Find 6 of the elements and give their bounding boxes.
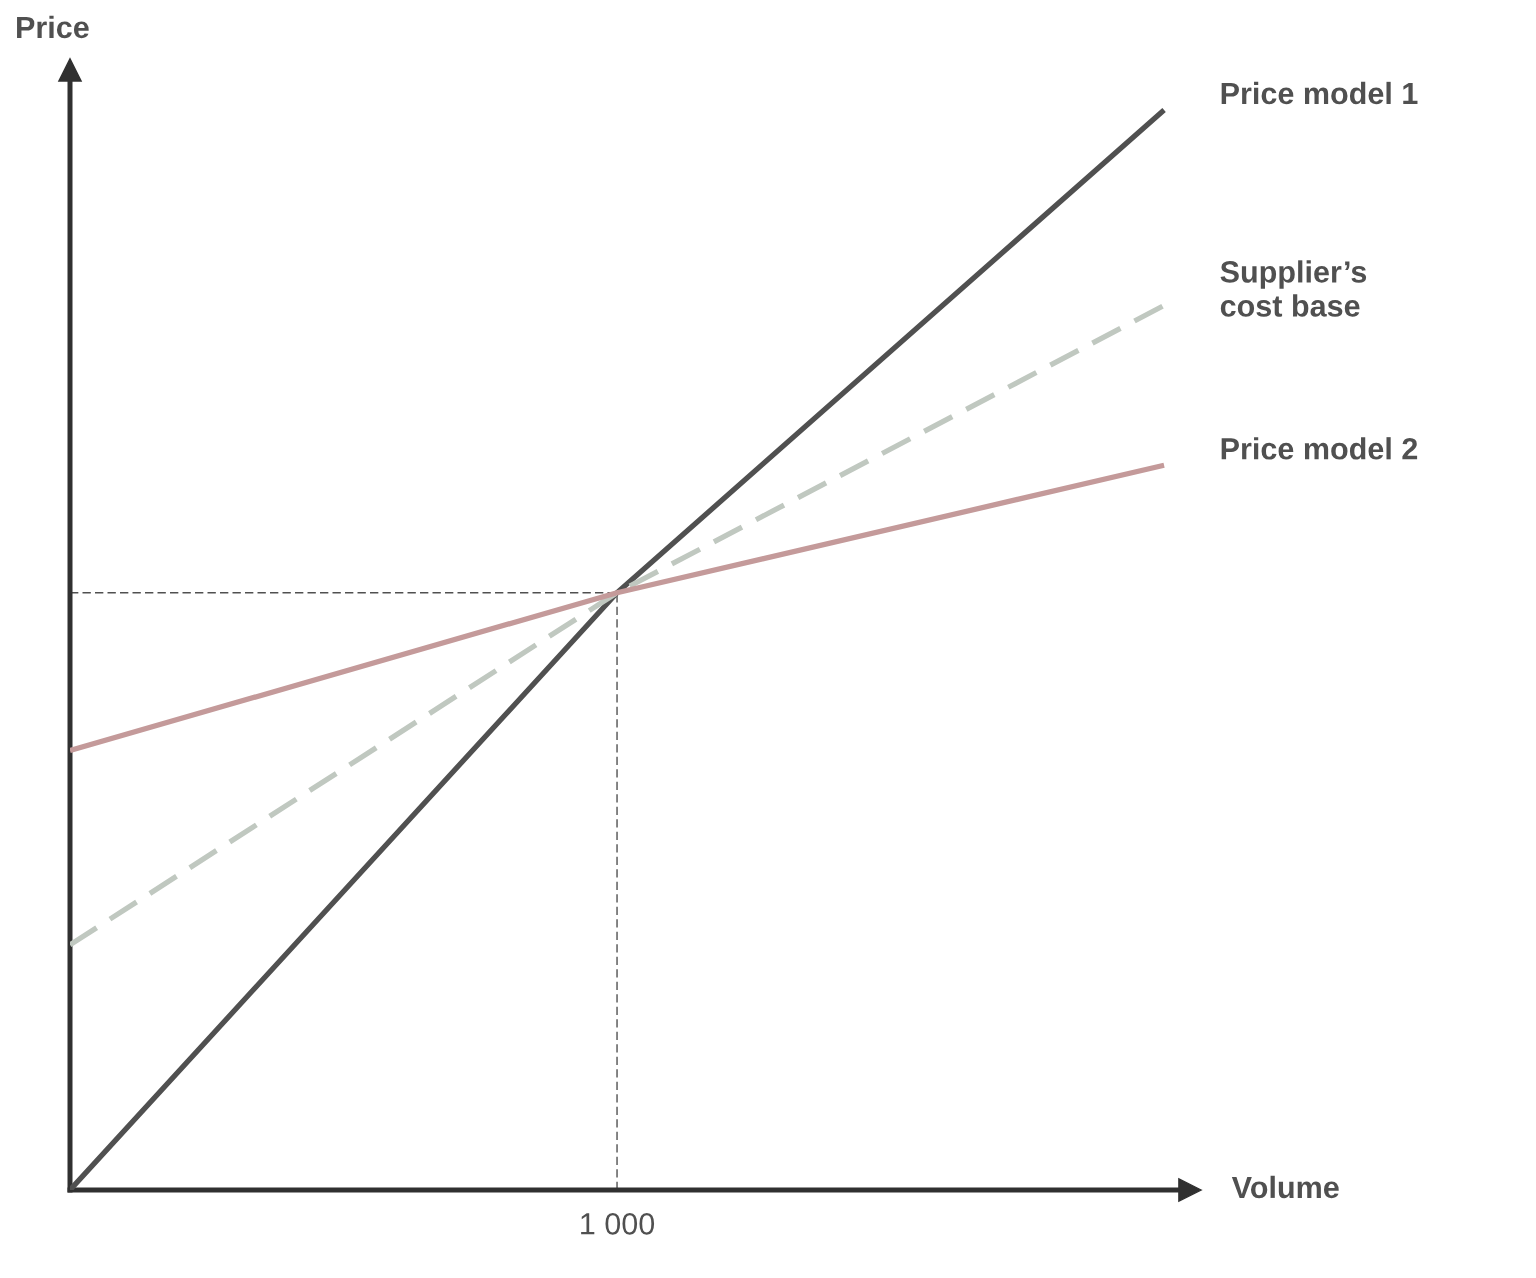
series-label: Supplier’s cost base: [1220, 260, 1367, 317]
x-axis-title: Volume: [1231, 1175, 1339, 1199]
y-axis-title: Price: [17, 15, 89, 39]
text: 1 000: [581, 1213, 655, 1235]
series-label: Price model 2: [1221, 437, 1418, 460]
series-label: Price model 1: [1221, 81, 1418, 105]
